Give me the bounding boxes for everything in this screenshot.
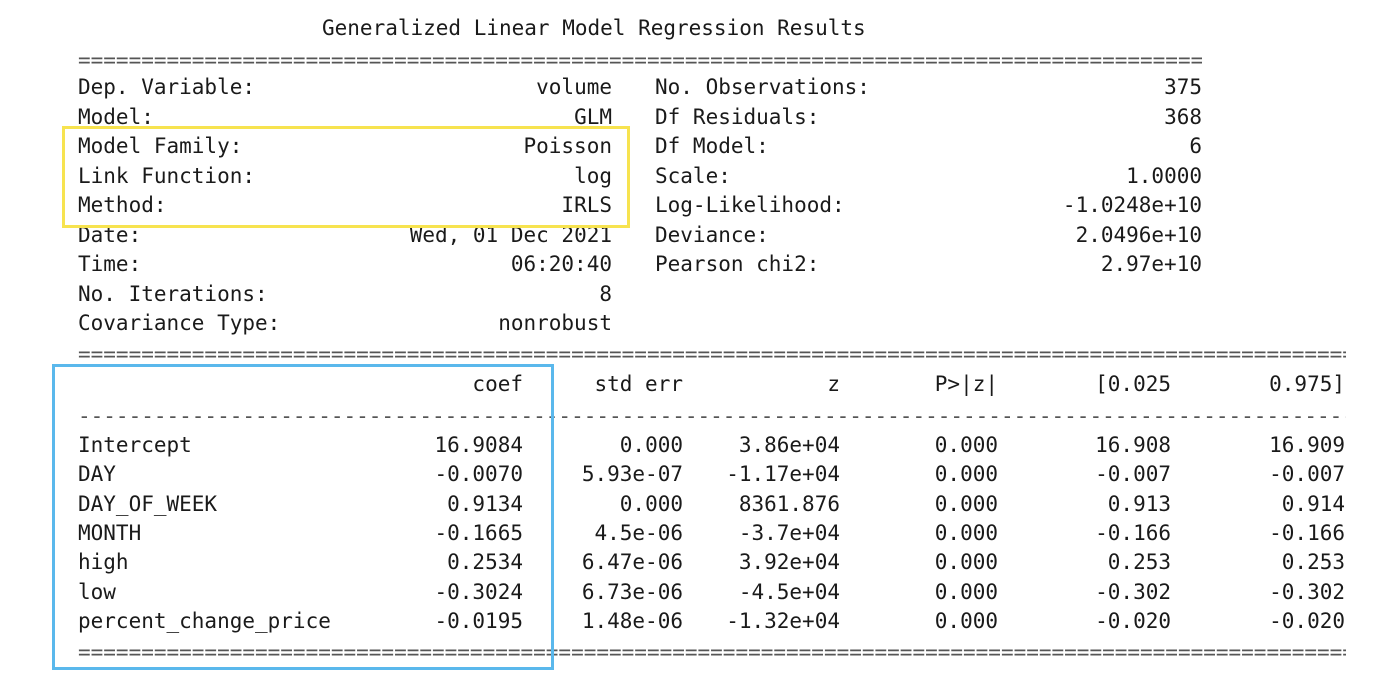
coef-cell: -0.3024 xyxy=(434,579,523,604)
coef-column-header: [0.025 xyxy=(1095,372,1171,396)
coef-cell: 16.9084 xyxy=(434,433,523,457)
coef-cell: 0.000 xyxy=(934,608,998,633)
coef-cell: -0.302 xyxy=(1269,579,1345,604)
coef-row-name: percent_change_price xyxy=(78,608,331,633)
coef-cell: 0.000 xyxy=(934,462,998,487)
summary-value: 8 xyxy=(599,281,612,306)
coef-cell: 0.000 xyxy=(619,491,683,516)
summary-label: Model: xyxy=(78,104,154,129)
summary-label: Dep. Variable: xyxy=(78,75,256,99)
coef-cell: 0.9134 xyxy=(447,491,523,516)
summary-label: Scale: xyxy=(655,163,731,188)
summary-value: 06:20:40 xyxy=(510,252,612,276)
coef-cell: 0.914 xyxy=(1281,491,1345,516)
summary-value: IRLS xyxy=(561,193,612,217)
coef-cell: 0.000 xyxy=(934,433,998,457)
header-single-rule: ----------------------------------------… xyxy=(78,406,1346,426)
coef-cell: 5.93e-07 xyxy=(581,462,683,487)
coef-cell: -0.302 xyxy=(1095,579,1171,604)
coef-cell: 6.47e-06 xyxy=(581,550,683,575)
summary-label: Pearson chi2: xyxy=(655,252,820,276)
coef-cell: 8361.876 xyxy=(738,491,840,516)
coef-row-name: DAY xyxy=(78,462,116,487)
coef-column-header: coef xyxy=(472,372,523,396)
coef-cell: 6.73e-06 xyxy=(581,579,683,604)
summary-label: No. Observations: xyxy=(655,75,870,99)
coef-cell: 4.5e-06 xyxy=(594,520,683,545)
coef-cell: -0.166 xyxy=(1095,520,1171,545)
coef-cell: 0.913 xyxy=(1107,491,1171,516)
coef-cell: 16.909 xyxy=(1269,433,1345,457)
summary-label: Time: xyxy=(78,252,142,276)
coef-cell: -3.7e+04 xyxy=(738,520,840,545)
coef-row-name: low xyxy=(78,579,116,604)
summary-label: Deviance: xyxy=(655,222,769,247)
summary-value: 2.97e+10 xyxy=(1100,252,1202,276)
summary-label: Method: xyxy=(78,193,167,217)
coef-row-name: high xyxy=(78,550,129,575)
summary-title: Generalized Linear Model Regression Resu… xyxy=(322,16,866,40)
summary-label: Model Family: xyxy=(78,134,243,158)
summary-value: GLM xyxy=(574,104,612,129)
summary-value: 1.0000 xyxy=(1126,163,1202,188)
coef-column-header: P>|z| xyxy=(934,372,998,396)
coef-column-header: std err xyxy=(594,372,683,396)
summary-value: 2.0496e+10 xyxy=(1075,222,1202,247)
middle-double-rule: ========================================… xyxy=(78,344,1346,364)
summary-value: nonrobust xyxy=(498,311,612,335)
summary-value: Wed, 01 Dec 2021 xyxy=(409,222,612,247)
summary-label: No. Iterations: xyxy=(78,281,268,306)
coef-cell: -0.020 xyxy=(1269,608,1345,633)
summary-label: Df Model: xyxy=(655,134,769,158)
coef-cell: 3.92e+04 xyxy=(738,550,840,575)
coef-cell: 0.000 xyxy=(934,491,998,516)
summary-value: 375 xyxy=(1164,75,1202,99)
summary-value: Poisson xyxy=(523,134,612,158)
coef-cell: -0.0070 xyxy=(434,462,523,487)
top-double-rule: ========================================… xyxy=(78,50,1202,70)
coef-row-name: MONTH xyxy=(78,520,142,545)
summary-value: volume xyxy=(536,75,612,99)
coef-cell: 16.908 xyxy=(1095,433,1171,457)
coef-cell: 0.000 xyxy=(619,433,683,457)
coef-cell: 1.48e-06 xyxy=(581,608,683,633)
coef-cell: 0.253 xyxy=(1107,550,1171,575)
coef-cell: -0.0195 xyxy=(434,608,523,633)
coef-cell: 0.000 xyxy=(934,520,998,545)
coef-cell: -1.17e+04 xyxy=(726,462,840,487)
summary-label: Log-Likelihood: xyxy=(655,193,845,217)
summary-value: -1.0248e+10 xyxy=(1062,193,1202,217)
summary-value: 6 xyxy=(1189,134,1202,158)
coef-cell: 0.2534 xyxy=(447,550,523,575)
summary-label: Link Function: xyxy=(78,163,256,188)
summary-label: Covariance Type: xyxy=(78,311,281,335)
summary-label: Date: xyxy=(78,222,142,247)
coef-cell: -4.5e+04 xyxy=(738,579,840,604)
coef-cell: -0.007 xyxy=(1269,462,1345,487)
coef-cell: 0.000 xyxy=(934,579,998,604)
summary-value: 368 xyxy=(1164,104,1202,129)
coef-cell: -0.166 xyxy=(1269,520,1345,545)
coef-cell: 0.253 xyxy=(1281,550,1345,575)
coef-column-header: 0.975] xyxy=(1269,372,1345,396)
coef-column-header: z xyxy=(827,372,840,396)
bottom-double-rule: ========================================… xyxy=(78,642,1346,662)
coef-cell: 0.000 xyxy=(934,550,998,575)
coef-cell: -0.007 xyxy=(1095,462,1171,487)
summary-label: Df Residuals: xyxy=(655,104,820,129)
coef-row-name: DAY_OF_WEEK xyxy=(78,491,218,516)
coef-row-name: Intercept xyxy=(78,433,192,457)
summary-value: log xyxy=(574,163,612,188)
coef-cell: -1.32e+04 xyxy=(726,608,840,633)
coef-cell: 3.86e+04 xyxy=(738,433,840,457)
coef-cell: -0.020 xyxy=(1095,608,1171,633)
coef-cell: -0.1665 xyxy=(434,520,523,545)
